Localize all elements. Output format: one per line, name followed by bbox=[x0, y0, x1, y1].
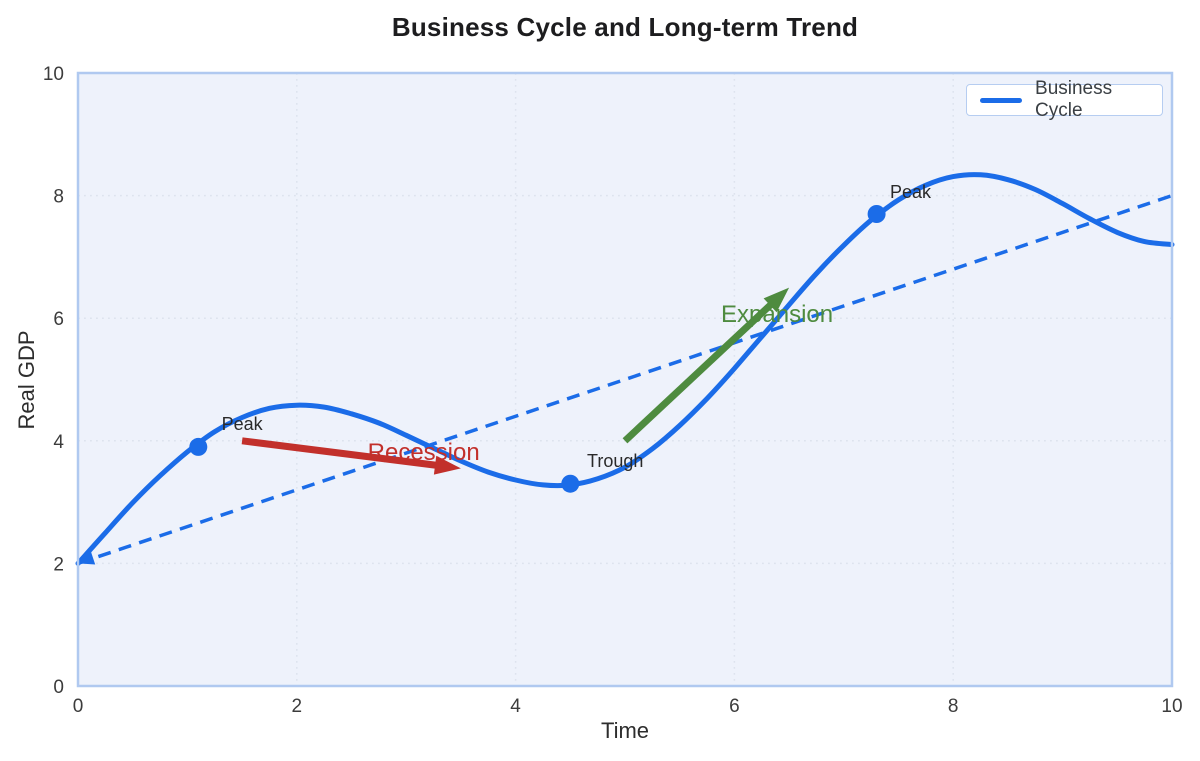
recession-arrow bbox=[241, 437, 442, 470]
x-tick-label: 6 bbox=[729, 696, 740, 717]
y-tick-label: 6 bbox=[53, 309, 64, 330]
trough-label: Trough bbox=[587, 451, 643, 471]
peak-label: Peak bbox=[222, 414, 264, 434]
peak-marker bbox=[867, 205, 886, 223]
y-tick-label: 8 bbox=[53, 187, 64, 208]
peak-marker bbox=[189, 437, 208, 456]
y-tick-label: 4 bbox=[53, 432, 64, 453]
y-tick-label: 10 bbox=[43, 64, 64, 85]
x-tick-label: 2 bbox=[292, 696, 303, 717]
plot-background bbox=[78, 73, 1172, 686]
x-tick-label: 4 bbox=[510, 696, 521, 717]
y-tick-label: 0 bbox=[53, 677, 64, 698]
expansion-arrow bbox=[622, 298, 777, 444]
business-cycle-curve bbox=[75, 172, 1175, 566]
recession-label: Recession bbox=[368, 439, 480, 466]
legend-line-swatch bbox=[980, 97, 1023, 103]
trough-marker bbox=[561, 474, 580, 493]
expansion-arrowhead bbox=[763, 287, 790, 313]
legend-label: Business Cycle bbox=[1035, 78, 1113, 121]
x-tick-label: 8 bbox=[948, 696, 959, 717]
peak-label: Peak bbox=[890, 182, 932, 202]
recession-arrowhead bbox=[433, 455, 461, 475]
expansion-label: Expansion bbox=[721, 301, 833, 328]
y-axis-title: Real GDP bbox=[14, 330, 39, 430]
x-tick-label: 10 bbox=[1161, 696, 1182, 717]
x-tick-label: 0 bbox=[73, 696, 84, 717]
y-tick-label: 2 bbox=[53, 554, 64, 575]
chart-title: Business Cycle and Long-term Trend bbox=[391, 12, 859, 42]
x-axis-title: Time bbox=[600, 718, 650, 743]
plot-border bbox=[76, 71, 1174, 688]
legend: Business Cycle bbox=[966, 78, 1163, 121]
